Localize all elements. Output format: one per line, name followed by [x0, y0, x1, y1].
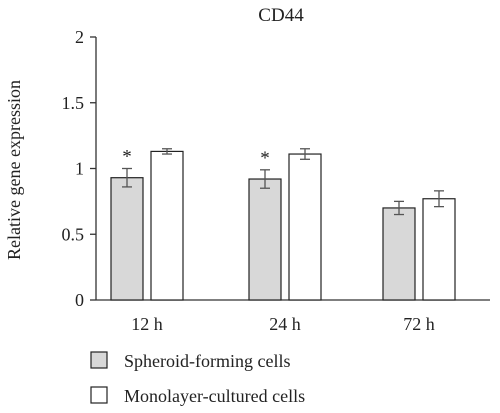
legend-item-monolayer: Monolayer-cultured cells: [90, 386, 305, 406]
y-tick-label: 0: [75, 290, 84, 310]
x-tick-label: 72 h: [403, 314, 435, 334]
y-ticks: 0 0.5 1 1.5 2: [62, 27, 96, 310]
legend: Spheroid-forming cells Monolayer-culture…: [90, 351, 305, 406]
x-tick-label: 12 h: [131, 314, 163, 334]
legend-item-spheroid: Spheroid-forming cells: [90, 351, 290, 371]
y-axis-label: Relative gene expression: [4, 80, 24, 260]
bar: [422, 198, 456, 301]
legend-swatch-monolayer: [90, 386, 108, 404]
bars: * *: [110, 147, 456, 301]
bar: [382, 207, 416, 301]
chart-title: CD44: [258, 5, 304, 26]
x-ticks: 12 h 24 h 72 h: [131, 314, 435, 334]
significance-marker: *: [122, 147, 132, 168]
y-tick-label: 1: [75, 159, 84, 179]
bar: [110, 177, 144, 301]
y-tick-label: 1.5: [62, 93, 85, 113]
significance-marker: *: [260, 148, 270, 169]
bar: [248, 178, 282, 301]
legend-label-spheroid: Spheroid-forming cells: [124, 351, 290, 371]
legend-label-monolayer: Monolayer-cultured cells: [124, 386, 305, 406]
x-tick-label: 24 h: [269, 314, 301, 334]
y-tick-label: 0.5: [62, 224, 85, 244]
legend-swatch-spheroid: [90, 351, 108, 369]
y-tick-label: 2: [75, 27, 84, 47]
bar: [150, 150, 184, 301]
bar: [288, 153, 322, 301]
